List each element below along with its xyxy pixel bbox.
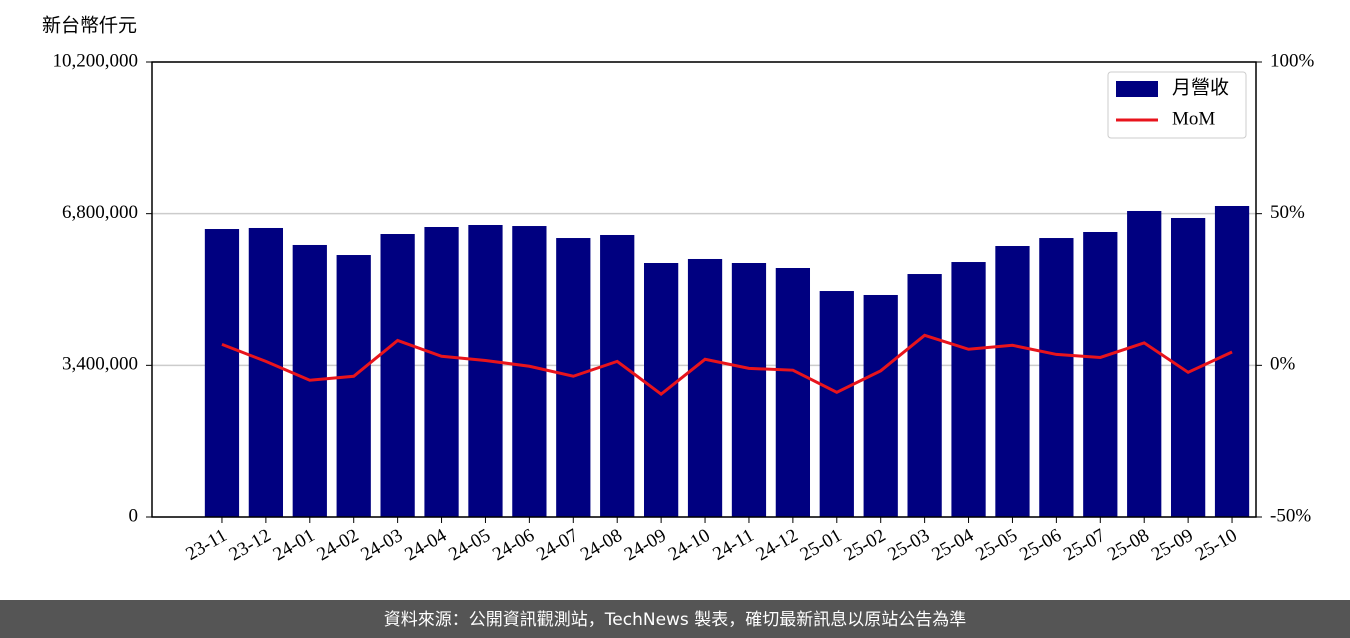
bar	[1039, 238, 1074, 517]
y2-tick-label: 0%	[1270, 354, 1296, 375]
legend-swatch	[1116, 81, 1158, 97]
bar	[204, 229, 240, 517]
bar	[468, 224, 503, 517]
bar	[600, 234, 635, 518]
y-tick-label: 10,200,000	[53, 50, 139, 71]
y2-tick-label: 50%	[1270, 202, 1305, 223]
line	[221, 333, 1233, 397]
bar	[643, 263, 679, 517]
bar	[1083, 232, 1118, 517]
bar	[1214, 205, 1250, 517]
bar	[819, 291, 854, 517]
bar	[731, 263, 767, 517]
y-tick-label: 6,800,000	[62, 202, 138, 223]
plot-frame	[151, 61, 1257, 518]
bar	[380, 234, 415, 517]
bar	[336, 255, 371, 518]
bar	[424, 227, 459, 518]
y2-tick-label: 100%	[1270, 50, 1315, 71]
bar	[951, 262, 986, 517]
bar	[512, 226, 547, 517]
legend-label: 月營收	[1172, 76, 1229, 98]
y-tick-label: 0	[129, 505, 139, 526]
y-axis-title: 新台幣仟元	[42, 14, 137, 36]
bar	[863, 294, 898, 517]
bar	[907, 274, 942, 517]
bar	[248, 227, 284, 517]
legend-label: MoM	[1172, 108, 1215, 129]
bar	[1127, 210, 1162, 518]
footer-text: 資料來源：公開資訊觀測站，TechNews 製表，確切最新訊息以原站公告為準	[384, 610, 966, 630]
y-tick-label: 3,400,000	[62, 354, 138, 375]
bar	[687, 258, 723, 517]
y2-tick-label: -50%	[1270, 505, 1311, 526]
footer-bar	[0, 600, 1350, 638]
bar	[775, 267, 811, 517]
bar	[995, 246, 1030, 517]
